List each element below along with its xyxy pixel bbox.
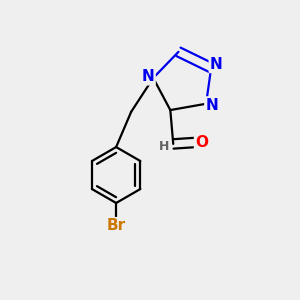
Text: Br: Br	[106, 218, 126, 233]
Text: O: O	[195, 135, 208, 150]
Text: H: H	[159, 140, 170, 153]
Text: N: N	[210, 57, 223, 72]
Text: N: N	[142, 69, 154, 84]
Text: N: N	[206, 98, 218, 113]
